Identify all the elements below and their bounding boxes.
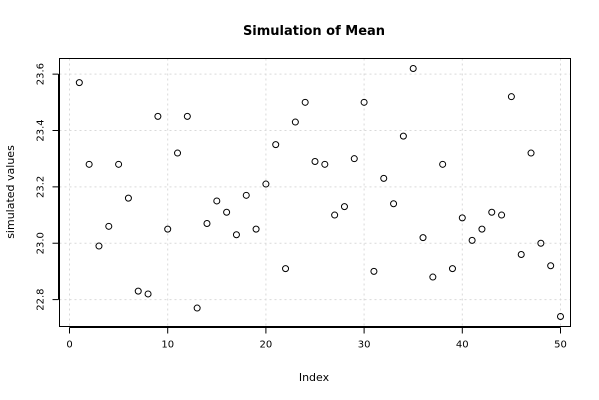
data-point-8 [144, 290, 152, 298]
data-point-34 [399, 132, 407, 140]
data-point-16 [223, 208, 231, 216]
data-point-46 [517, 251, 525, 258]
data-point-4 [105, 222, 113, 230]
data-point-32 [380, 174, 388, 182]
data-point-45 [507, 93, 515, 101]
data-point-5 [115, 160, 123, 168]
data-point-35 [409, 65, 417, 72]
data-point-50 [557, 313, 564, 320]
data-point-25 [311, 158, 319, 165]
data-point-1 [75, 79, 83, 87]
plot-frame [59, 58, 571, 327]
chart-title: Simulation of Mean [243, 24, 385, 39]
x-tick-label-5: 50 [554, 340, 567, 351]
data-point-38 [439, 160, 447, 168]
data-point-30 [360, 98, 368, 106]
data-point-48 [537, 239, 545, 247]
grid [59, 58, 571, 327]
data-point-39 [448, 265, 456, 273]
y-tick-label-0: 22.8 [36, 288, 47, 310]
data-point-44 [498, 211, 506, 219]
y-axis-label: simulated values [4, 145, 17, 239]
data-point-33 [390, 200, 398, 208]
data-point-47 [527, 149, 535, 157]
data-point-17 [232, 231, 240, 239]
y-tick-label-2: 23.2 [36, 176, 47, 198]
y-axis: 22.8 23.0 23.2 23.4 23.6 [36, 63, 59, 311]
data-point-15 [213, 197, 221, 205]
x-axis-label: Index [299, 371, 330, 384]
data-point-43 [488, 208, 496, 216]
data-point-49 [547, 262, 555, 270]
data-point-6 [124, 194, 132, 202]
data-point-20 [262, 180, 270, 188]
y-tick-label-1: 23.0 [36, 232, 47, 254]
x-tick-label-0: 0 [66, 340, 72, 351]
data-point-24 [301, 98, 309, 106]
data-point-22 [282, 265, 290, 273]
data-point-23 [291, 118, 299, 126]
x-tick-label-4: 40 [456, 340, 469, 351]
data-point-19 [252, 225, 260, 233]
data-point-11 [174, 149, 182, 157]
data-point-7 [134, 287, 142, 295]
data-point-18 [242, 191, 250, 199]
data-point-13 [193, 304, 201, 312]
data-point-9 [154, 112, 162, 120]
data-point-40 [458, 214, 466, 222]
data-point-28 [340, 203, 348, 211]
data-point-3 [95, 242, 103, 250]
data-point-41 [468, 236, 476, 244]
data-point-31 [370, 267, 378, 275]
data-point-42 [478, 225, 486, 233]
data-point-37 [429, 273, 437, 281]
data-point-10 [164, 225, 172, 233]
x-tick-label-2: 20 [260, 340, 273, 351]
data-points [75, 65, 564, 320]
data-point-21 [272, 141, 280, 149]
x-axis: 0 10 20 30 40 50 [66, 327, 567, 351]
y-tick-label-3: 23.4 [36, 119, 47, 141]
x-tick-label-1: 10 [161, 340, 174, 351]
data-point-26 [321, 160, 329, 168]
y-tick-label-4: 23.6 [36, 63, 47, 85]
data-point-2 [85, 160, 93, 168]
data-point-12 [183, 112, 191, 120]
data-point-14 [203, 220, 211, 227]
data-point-29 [350, 155, 358, 163]
data-point-36 [419, 234, 427, 242]
x-tick-label-3: 30 [358, 340, 371, 351]
data-point-27 [331, 211, 339, 219]
